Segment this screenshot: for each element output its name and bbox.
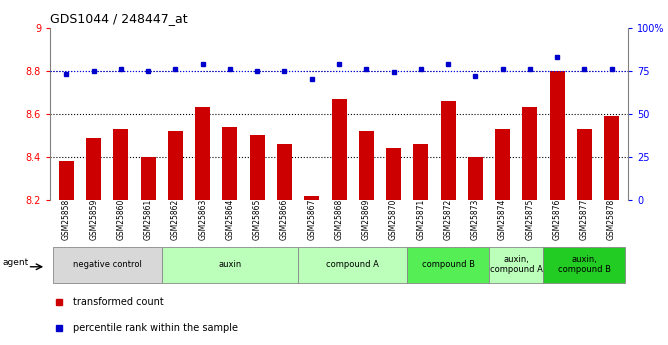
Bar: [386, 148, 401, 200]
Text: GSM25862: GSM25862: [171, 199, 180, 240]
Bar: [440, 101, 456, 200]
Text: auxin,
compound B: auxin, compound B: [558, 255, 611, 275]
Text: GSM25869: GSM25869: [362, 199, 371, 240]
Text: GSM25866: GSM25866: [280, 199, 289, 240]
Bar: [550, 71, 564, 200]
Text: GSM25861: GSM25861: [144, 199, 153, 240]
Text: GSM25865: GSM25865: [253, 199, 262, 240]
Bar: [114, 129, 128, 200]
Text: GSM25858: GSM25858: [62, 199, 71, 240]
Text: GSM25870: GSM25870: [389, 199, 398, 240]
Bar: [53, 247, 162, 283]
Bar: [250, 135, 265, 200]
Text: auxin,
compound A: auxin, compound A: [490, 255, 542, 275]
Text: GSM25875: GSM25875: [525, 199, 534, 240]
Bar: [489, 247, 544, 283]
Text: GSM25877: GSM25877: [580, 199, 589, 240]
Text: GSM25878: GSM25878: [607, 199, 616, 240]
Bar: [576, 129, 592, 200]
Bar: [298, 247, 407, 283]
Text: GSM25864: GSM25864: [226, 199, 234, 240]
Text: compound A: compound A: [326, 260, 379, 269]
Text: GSM25859: GSM25859: [90, 199, 98, 240]
Text: auxin: auxin: [218, 260, 242, 269]
Text: agent: agent: [3, 258, 29, 267]
Bar: [522, 107, 537, 200]
Bar: [277, 144, 292, 200]
Text: compound B: compound B: [422, 260, 474, 269]
Text: transformed count: transformed count: [73, 297, 164, 307]
Bar: [468, 157, 483, 200]
Text: GSM25863: GSM25863: [198, 199, 207, 240]
Text: GSM25873: GSM25873: [471, 199, 480, 240]
Bar: [604, 116, 619, 200]
Bar: [304, 196, 319, 200]
Text: GSM25872: GSM25872: [444, 199, 452, 240]
Bar: [141, 157, 156, 200]
Bar: [544, 247, 625, 283]
Bar: [222, 127, 238, 200]
Text: negative control: negative control: [73, 260, 142, 269]
Bar: [162, 247, 298, 283]
Bar: [413, 144, 428, 200]
Bar: [407, 247, 489, 283]
Bar: [195, 107, 210, 200]
Bar: [86, 138, 102, 200]
Text: GSM25867: GSM25867: [307, 199, 316, 240]
Text: GSM25860: GSM25860: [116, 199, 126, 240]
Bar: [331, 99, 347, 200]
Bar: [495, 129, 510, 200]
Text: percentile rank within the sample: percentile rank within the sample: [73, 324, 238, 333]
Text: GSM25871: GSM25871: [416, 199, 426, 240]
Text: GDS1044 / 248447_at: GDS1044 / 248447_at: [50, 12, 188, 25]
Bar: [168, 131, 183, 200]
Text: GSM25868: GSM25868: [335, 199, 343, 240]
Text: GSM25876: GSM25876: [552, 199, 562, 240]
Text: GSM25874: GSM25874: [498, 199, 507, 240]
Bar: [359, 131, 374, 200]
Bar: [59, 161, 74, 200]
